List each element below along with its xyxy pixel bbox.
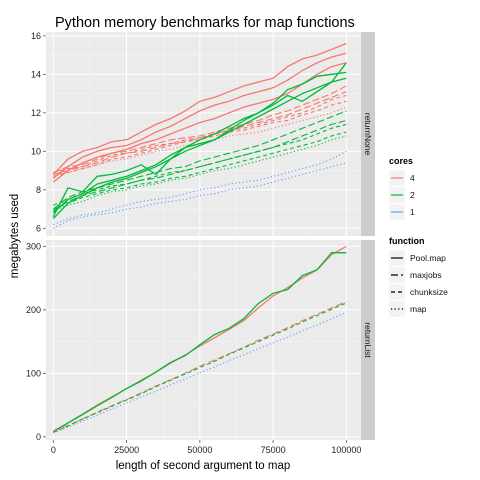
y-tick-label: 10: [31, 146, 41, 156]
legend-label: chunksize: [410, 287, 448, 297]
facet-strip-label: returnNone: [363, 113, 373, 156]
panels: 6 8 10 12 14 16 returnNone 0 100 200 300 returnList…: [26, 31, 375, 455]
panel-returnList: 0 100 200 300 returnList: [26, 240, 375, 442]
series-line-map-cores-2: [53, 135, 347, 212]
legend-label: 1: [410, 207, 415, 217]
series-line-pool-map-cores-4: [52, 62, 347, 183]
series-line-pool-map-cores-2: [52, 62, 347, 218]
y-tick-label: 100: [26, 368, 41, 378]
series-line-chunksize-cores-2: [53, 123, 347, 206]
legends: cores 4 2 1 function Pool.map maxjobs chunksize…: [388, 156, 448, 318]
y-tick-label: 12: [31, 108, 41, 118]
legend-label: map: [410, 304, 427, 314]
y-tick-label: 0: [36, 432, 41, 442]
series-line-chunksize-cores-4: [53, 94, 347, 174]
y-tick-label: 6: [36, 223, 41, 233]
series-line-maxjobs-cores-4: [53, 85, 347, 174]
x-axis-title: length of second argument to map: [116, 460, 291, 472]
legend-key: [388, 300, 406, 318]
series-line-maxjobs-cores-2: [52, 119, 347, 212]
panel-background: [46, 240, 361, 440]
series-line-chunksize-cores-2: [53, 302, 347, 433]
x-tick-label: 50000: [187, 445, 212, 455]
y-axis-title: megabytes used: [9, 194, 21, 278]
x-tick-label: 0: [51, 445, 56, 455]
facet-strip: [361, 32, 375, 236]
series-lines: [52, 42, 347, 229]
series-line-map-cores-1: [53, 311, 347, 434]
legend-key: [388, 283, 406, 301]
series-line-maxjobs-cores-4: [53, 91, 347, 175]
series-line-maxjobs-cores-2: [52, 110, 347, 210]
legend-label: Pool.map: [410, 253, 446, 263]
legend-function: function Pool.map maxjobs chunksize map: [388, 236, 448, 318]
series-line-pool-map-cores-2: [52, 252, 347, 433]
legend-cores: cores 4 2 1: [388, 156, 415, 221]
facet-strip-label: returnList: [363, 322, 373, 358]
series-line-chunksize-cores-4: [53, 100, 347, 177]
y-tick-label: 16: [31, 31, 41, 41]
legend-title: function: [389, 236, 425, 246]
x-tick-label: 25000: [114, 445, 139, 455]
y-tick-label: 200: [26, 305, 41, 315]
x-tick-label: 100000: [331, 445, 361, 455]
legend-title: cores: [389, 156, 413, 166]
panel-background: [46, 32, 361, 236]
x-tick-label: 75000: [261, 445, 286, 455]
y-tick-label: 14: [31, 69, 41, 79]
series-line-chunksize-cores-2: [53, 131, 347, 210]
facet-strip: [361, 240, 375, 440]
series-line-map-cores-1: [53, 162, 347, 229]
chart-title: Python memory benchmarks for map functio…: [55, 15, 355, 31]
series-line-map-cores-1: [53, 150, 347, 226]
series-line-pool-map-cores-4: [52, 52, 347, 179]
x-axis: 0 25000 50000 75000 100000: [51, 440, 361, 455]
series-line-pool-map-cores-4: [52, 42, 347, 175]
y-tick-label: 300: [26, 241, 41, 251]
legend-label: maxjobs: [410, 270, 442, 280]
series-lines: [52, 245, 347, 434]
series-line-pool-map-cores-2: [52, 71, 347, 214]
series-line-pool-map-cores-2: [52, 77, 347, 220]
panel-returnNone: 6 8 10 12 14 16 returnNone: [31, 31, 375, 236]
y-tick-label: 8: [36, 185, 41, 195]
series-line-maxjobs-cores-4: [53, 301, 347, 433]
legend-label: 2: [410, 190, 415, 200]
legend-label: 4: [410, 173, 415, 183]
